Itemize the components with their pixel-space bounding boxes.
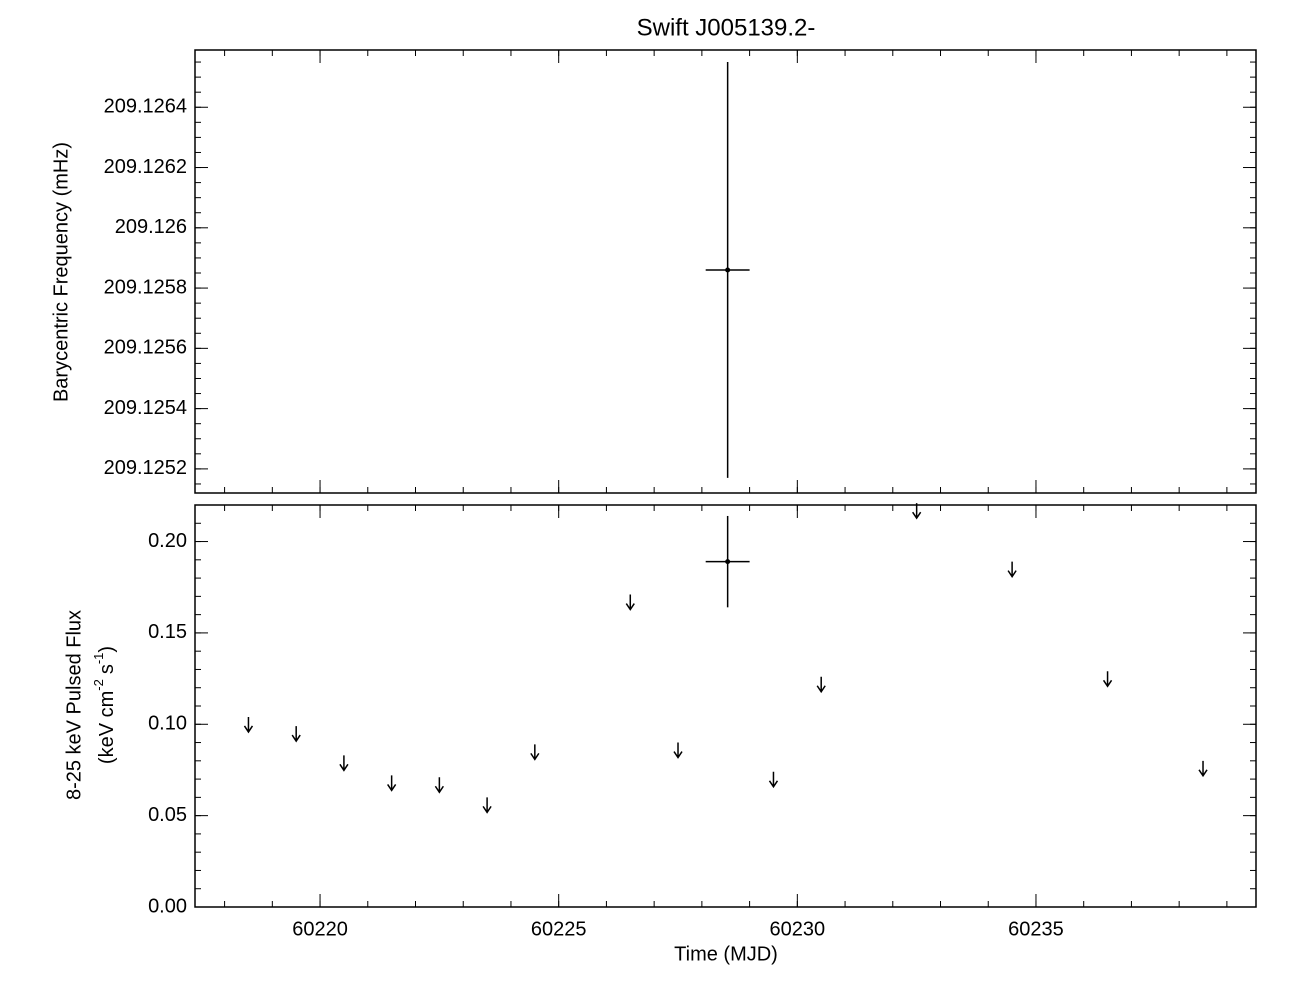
units-text: ) — [96, 646, 118, 653]
upper-limit-arrow — [339, 755, 349, 772]
y-tick-label: 0.10 — [148, 713, 187, 735]
upper-limit-arrow — [482, 797, 492, 814]
y-axis-units: (keV cm-2 s-1) — [91, 646, 118, 764]
y-tick-label: 209.1258 — [104, 276, 187, 298]
upper-limit-arrow — [625, 594, 635, 611]
chart-title: Swift J005139.2- — [637, 14, 816, 41]
units-text: s — [96, 664, 118, 674]
upper-limit-arrow — [530, 744, 540, 761]
upper-limit-arrow — [1198, 760, 1208, 778]
plot-frame — [194, 49, 1257, 494]
upper-limit-arrow — [912, 503, 922, 520]
upper-limit-arrow — [387, 775, 397, 792]
upper-limit-arrow — [1102, 671, 1113, 688]
y-tick-label: 0.15 — [148, 621, 187, 643]
plot-frame — [194, 504, 1257, 908]
upper-limit-arrow — [291, 726, 301, 743]
units-text: (keV cm — [96, 691, 118, 764]
x-tick-label: 60220 — [292, 918, 348, 940]
x-tick-label: 60225 — [531, 918, 587, 940]
x-tick-label: 60235 — [1008, 918, 1064, 940]
units-sup: -2 — [91, 679, 106, 691]
upper-limit-arrow — [434, 777, 444, 794]
y-axis-label: 8-25 keV Pulsed Flux — [63, 610, 85, 800]
x-tick-label: 60230 — [770, 918, 826, 940]
data-point — [725, 267, 731, 273]
upper-limit-arrow — [1007, 561, 1017, 578]
y-tick-label: 209.1264 — [104, 96, 187, 118]
y-tick-label: 209.1262 — [104, 156, 187, 178]
upper-limit-arrow — [243, 716, 254, 734]
units-sup: -1 — [91, 653, 106, 665]
x-axis-label: Time (MJD) — [674, 943, 778, 965]
y-tick-label: 0.20 — [148, 530, 187, 552]
data-point — [725, 559, 731, 565]
y-tick-label: 209.1252 — [104, 457, 187, 479]
y-tick-label: 209.1256 — [104, 337, 187, 359]
upper-limit-arrow — [816, 676, 826, 694]
upper-limit-arrow — [768, 771, 779, 789]
y-tick-label: 0.00 — [148, 895, 187, 917]
y-tick-label: 209.1254 — [104, 397, 187, 419]
y-tick-label: 0.05 — [148, 804, 187, 826]
upper-limit-arrow — [673, 742, 683, 759]
y-tick-label: 209.126 — [115, 216, 187, 238]
y-axis-label: Barycentric Frequency (mHz) — [50, 142, 72, 402]
